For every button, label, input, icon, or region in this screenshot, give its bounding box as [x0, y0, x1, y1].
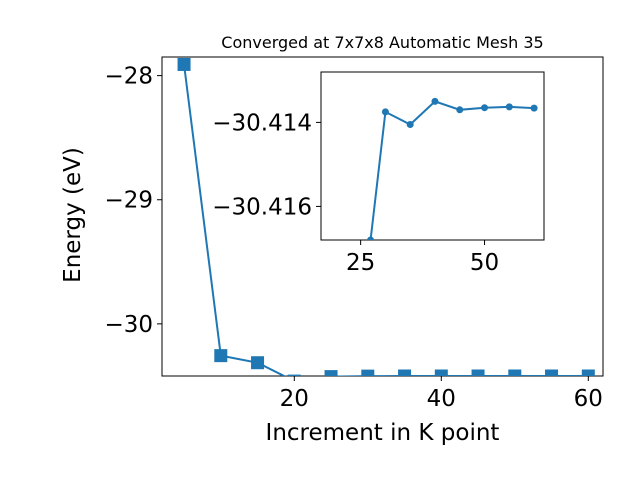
main-data-point — [214, 349, 228, 363]
x-axis-label: Increment in K point — [266, 420, 500, 446]
inset-y-tick-label: −30.414 — [212, 110, 312, 136]
main-data-point — [545, 369, 559, 376]
main-x-tick-label: 20 — [280, 386, 309, 412]
main-data-point — [581, 369, 595, 376]
inset-x-tick-label: 50 — [470, 250, 499, 276]
chart-title: Converged at 7x7x8 Automatic Mesh 35 — [221, 33, 543, 52]
main-data-point — [434, 369, 448, 376]
main-data-point — [177, 57, 191, 71]
main-data-point — [398, 369, 412, 376]
inset-plot-frame — [320, 71, 545, 241]
inset-y-tick-label: −30.416 — [212, 194, 312, 220]
main-data-point — [324, 370, 338, 376]
inset-data-point — [406, 121, 414, 128]
main-x-tick-label: 40 — [427, 386, 456, 412]
inset-plot: 25 50 −30.416 −30.414 — [212, 71, 545, 276]
main-data-point — [471, 369, 485, 376]
inset-data-point — [367, 236, 375, 240]
main-y-tick-label: −28 — [104, 64, 153, 90]
inset-data-point — [381, 108, 389, 116]
main-series-group — [177, 57, 595, 376]
main-data-point — [287, 374, 301, 376]
main-data-point — [361, 369, 375, 376]
inset-x-tick-label: 25 — [346, 250, 375, 276]
y-axis-label: Energy (eV) — [60, 147, 86, 283]
inset-data-point — [456, 106, 464, 114]
inset-data-point — [431, 97, 439, 105]
inset-series-line — [369, 100, 535, 240]
inset-data-point — [481, 104, 489, 112]
inset-data-point — [505, 103, 513, 111]
main-x-tick-label: 60 — [574, 386, 603, 412]
inset-series-group — [367, 97, 538, 240]
main-y-tick-label: −29 — [104, 188, 153, 214]
main-y-tick-label: −30 — [104, 312, 153, 338]
main-data-point — [508, 369, 522, 376]
main-data-point — [251, 356, 265, 370]
inset-data-point — [530, 104, 538, 112]
